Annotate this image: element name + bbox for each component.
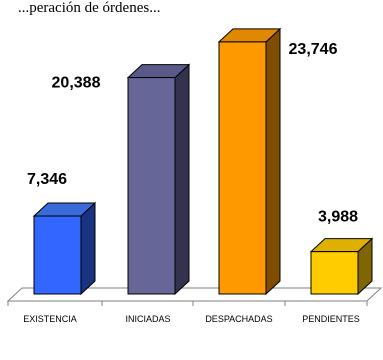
tick-label-pendientes: PENDIENTES bbox=[302, 314, 360, 324]
bar-side-face bbox=[265, 27, 281, 296]
value-labels-group: 7,346 20,388 23,746 3,988 bbox=[27, 41, 358, 226]
chart-title-partial: ...peración de órdenes... bbox=[18, 0, 160, 16]
bar-front-face bbox=[218, 41, 267, 295]
bar-iniciadas bbox=[126, 63, 191, 296]
bar-side-face bbox=[174, 63, 190, 296]
bar-existencia bbox=[32, 201, 97, 296]
tick-label-existencia: EXISTENCIA bbox=[23, 314, 77, 324]
value-label-existencia: 7,346 bbox=[27, 171, 67, 188]
tick-label-despachadas: DESPACHADAS bbox=[205, 314, 272, 324]
tick-label-iniciadas: INICIADAS bbox=[125, 314, 170, 324]
bar-front-face bbox=[33, 215, 82, 295]
bars-group bbox=[32, 27, 374, 296]
bar-pendientes bbox=[309, 237, 374, 296]
x-axis-tick-labels: EXISTENCIA INICIADAS DESPACHADAS PENDIENTES bbox=[7, 301, 368, 324]
value-label-pendientes: 3,988 bbox=[318, 209, 358, 226]
value-label-despachadas: 23,746 bbox=[289, 41, 338, 58]
value-label-iniciadas: 20,388 bbox=[52, 75, 101, 92]
bar-side-face bbox=[80, 201, 96, 296]
bar-front-face bbox=[310, 251, 359, 295]
bar-front-face bbox=[127, 77, 176, 295]
bar-despachadas bbox=[217, 27, 282, 296]
chart-floor bbox=[6, 287, 383, 302]
